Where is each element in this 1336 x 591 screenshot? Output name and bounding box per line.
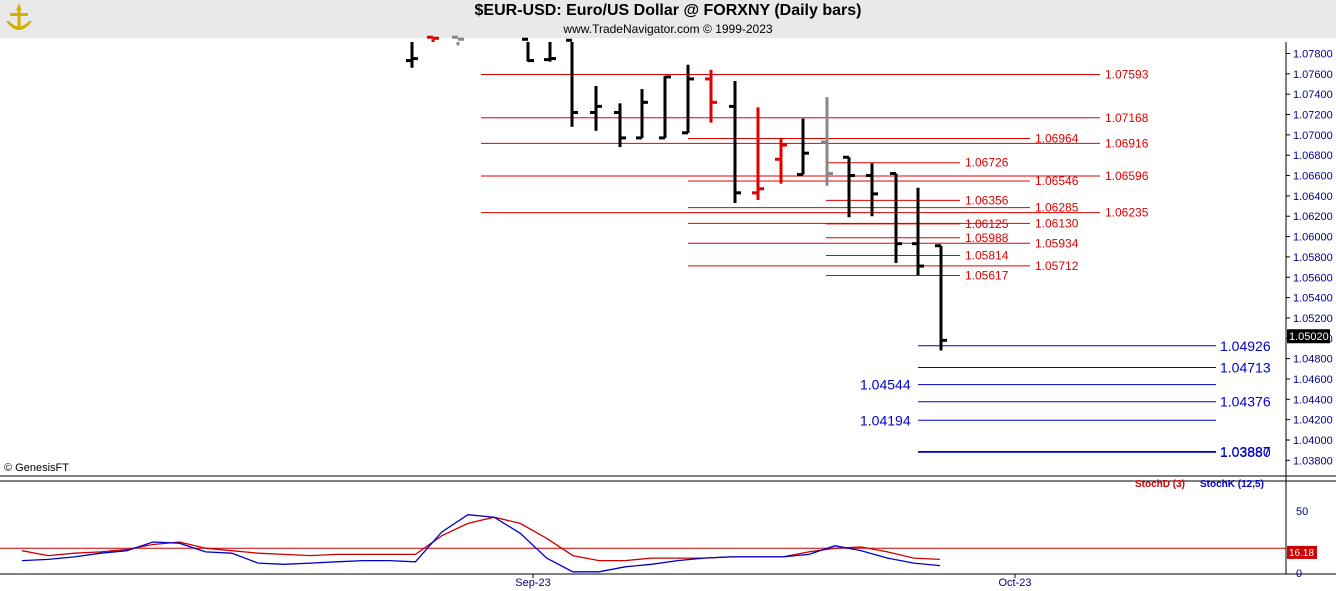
blue-level-label: 1.04376 (1220, 394, 1271, 410)
red-level-label: 1.06125 (965, 217, 1009, 231)
legend-stochd: StochD (3) (1135, 479, 1185, 490)
price-y-tick-label: 1.05200 (1293, 313, 1333, 325)
price-y-tick-label: 1.06400 (1293, 191, 1333, 203)
price-y-tick-label: 1.07000 (1293, 130, 1333, 142)
red-level-label: 1.07593 (1105, 68, 1149, 82)
price-y-tick-label: 1.04600 (1293, 374, 1333, 386)
price-y-tick-label: 1.07400 (1293, 89, 1333, 101)
price-y-tick-label: 1.07600 (1293, 69, 1333, 81)
stoch-last-value-box (1287, 545, 1317, 559)
red-level-label: 1.06916 (1105, 136, 1149, 150)
price-y-tick-label: 1.07800 (1293, 49, 1333, 61)
price-y-tick-label: 1.07200 (1293, 110, 1333, 122)
price-y-tick-label: 1.06800 (1293, 150, 1333, 162)
stoch-y-tick-label: 0 (1296, 568, 1302, 580)
chart-subtitle: www.TradeNavigator.com © 1999-2023 (563, 22, 773, 36)
red-level-label: 1.07168 (1105, 111, 1149, 125)
stoch-line-k (21, 514, 941, 573)
red-level-label: 1.06726 (965, 156, 1009, 170)
price-y-tick-label: 1.06200 (1293, 211, 1333, 223)
last-price-box (1287, 329, 1330, 344)
red-level-label: 1.06356 (965, 193, 1009, 207)
blue-level-label: 1.04926 (1220, 338, 1271, 354)
blue-level-label: 1.04713 (1220, 359, 1271, 375)
price-y-tick-label: 1.05400 (1293, 293, 1333, 305)
red-level-label: 1.06235 (1105, 206, 1149, 220)
price-y-tick-label: 1.06600 (1293, 171, 1333, 183)
blue-level-label: 1.04544 (860, 377, 911, 393)
x-tick-label: Sep-23 (515, 577, 550, 589)
price-y-tick-label: 1.06000 (1293, 232, 1333, 244)
stoch-line-d (21, 516, 941, 562)
red-level-label: 1.05988 (965, 231, 1009, 245)
price-y-tick-label: 1.03800 (1293, 455, 1333, 467)
red-level-label: 1.06130 (1035, 216, 1079, 230)
last-price-label: 1.05020 (1289, 331, 1329, 343)
x-tick-label: Oct-23 (998, 577, 1031, 589)
chart-header: $EUR-USD: Euro/US Dollar @ FORXNY (Daily… (0, 0, 1336, 38)
price-y-tick-label: 1.05800 (1293, 252, 1333, 264)
blue-level-label: 1.03887 (1220, 443, 1271, 459)
data-credit: © GenesisFT (4, 462, 69, 474)
red-level-label: 1.06964 (1035, 132, 1079, 146)
chart-title: $EUR-USD: Euro/US Dollar @ FORXNY (Daily… (474, 2, 862, 19)
price-y-tick-label: 1.05600 (1293, 272, 1333, 284)
red-level-label: 1.06285 (1035, 201, 1079, 215)
price-y-tick-label: 1.04800 (1293, 354, 1333, 366)
stoch-y-tick-label: 50 (1296, 506, 1308, 518)
price-y-tick-label: 1.04200 (1293, 415, 1333, 427)
trade-navigator-logo-icon (6, 3, 32, 30)
blue-level-label: 1.04194 (860, 412, 911, 428)
red-level-label: 1.06546 (1035, 174, 1079, 188)
red-level-label: 1.05617 (965, 269, 1009, 283)
red-level-label: 1.05814 (965, 248, 1009, 262)
price-y-tick-label: 1.04000 (1293, 435, 1333, 447)
stoch-last-value-label: 16.18 (1289, 548, 1314, 559)
red-level-label: 1.05934 (1035, 236, 1079, 250)
red-level-label: 1.05712 (1035, 259, 1079, 273)
blue-level-label: 1.03880 (1220, 444, 1271, 460)
red-level-label: 1.06596 (1105, 169, 1149, 183)
price-y-tick-label: 1.04400 (1293, 394, 1333, 406)
legend-stochk: StochK (12,5) (1200, 479, 1264, 490)
